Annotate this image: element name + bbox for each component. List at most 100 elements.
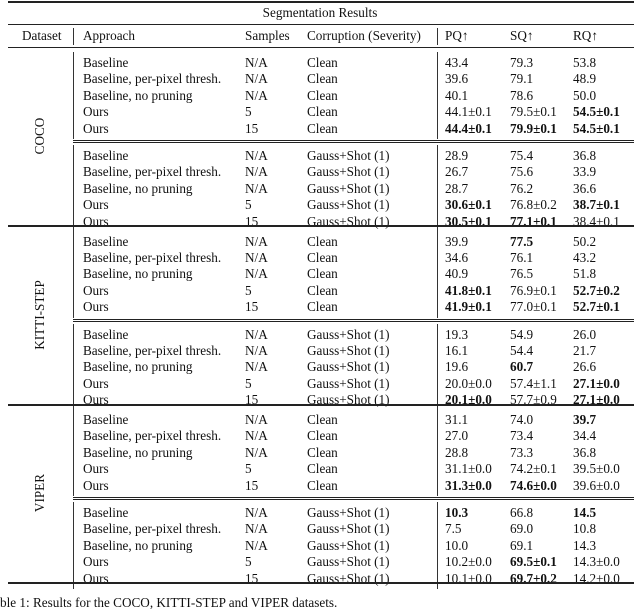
table-cell: 41.9±0.1	[445, 299, 492, 315]
table-cell: 10.1±0.0	[445, 570, 492, 586]
table-cell: 76.2	[510, 180, 534, 196]
dataset-label: COCO	[32, 117, 47, 155]
column-header: SQ↑	[510, 28, 534, 43]
group-separator	[73, 140, 634, 142]
table-cell: Baseline, no pruning	[83, 266, 193, 282]
table-cell: 76.8±0.2	[510, 197, 557, 213]
table-cell: 41.8±0.1	[445, 282, 492, 298]
table-cell: Baseline, per-pixel thresh.	[83, 249, 222, 265]
table-cell: 79.9±0.1	[510, 120, 557, 136]
column-divider	[73, 145, 74, 233]
table-cell: Baseline, per-pixel thresh.	[83, 71, 222, 87]
table-cell: 14.3±0.0	[573, 554, 620, 570]
table-cell: 14.3	[573, 537, 597, 553]
column-header: Approach	[83, 28, 135, 43]
table-cell: 5	[245, 104, 252, 120]
table-cell: Ours	[83, 299, 109, 315]
table-cell: 38.7±0.1	[573, 197, 620, 213]
group-separator	[73, 320, 634, 322]
dataset-rule	[8, 403, 634, 406]
table-cell: 10.2±0.0	[445, 554, 492, 570]
table-cell: Ours	[83, 461, 109, 477]
table-cell: 74.2±0.1	[510, 461, 557, 477]
table-cell: Ours	[83, 282, 109, 298]
table-cell: 5	[245, 461, 252, 477]
table-caption: ble 1: Results for the COCO, KITTI-STEP …	[0, 595, 338, 610]
table-cell: 78.6	[510, 87, 534, 103]
table-cell: 76.5	[510, 266, 534, 282]
table-cell: Ours	[83, 213, 109, 229]
column-divider	[437, 52, 438, 140]
column-divider	[73, 502, 74, 590]
table-cell: 48.9	[573, 71, 597, 87]
column-divider	[437, 145, 438, 233]
group-separator	[73, 142, 634, 144]
dataset-label: KITTI-STEP	[32, 279, 47, 350]
table-cell: 39.6±0.0	[573, 477, 620, 493]
table-cell: Ours	[83, 570, 109, 586]
table-cell: 76.1	[510, 249, 534, 265]
table-cell: 27.1±0.0	[573, 392, 620, 408]
table-cell: 77.5	[510, 233, 534, 249]
table-cell: Clean	[307, 477, 338, 493]
table-cell: 52.7±0.2	[573, 282, 620, 298]
table-cell: Baseline	[83, 326, 129, 342]
table-cell: N/A	[245, 164, 268, 180]
table-cell: Gauss+Shot (1)	[307, 359, 390, 375]
table-cell: 26.7	[445, 164, 469, 180]
dataset-label: VIPER	[32, 473, 47, 513]
table-cell: 7.5	[445, 521, 462, 537]
table-cell: N/A	[245, 55, 268, 70]
table-cell: 10.8	[573, 521, 597, 537]
table-cell: Clean	[307, 266, 338, 282]
table-cell: 16.1	[445, 342, 469, 358]
table-cell: N/A	[245, 359, 268, 375]
table-cell: 60.7	[510, 359, 534, 375]
table-cell: N/A	[245, 87, 268, 103]
table-cell: 74.0	[510, 412, 534, 427]
table-cell: Baseline, per-pixel thresh.	[83, 164, 222, 180]
table-cell: 26.6	[573, 359, 597, 375]
table-cell: 20.0±0.0	[445, 375, 492, 391]
table-cell: 76.9±0.1	[510, 282, 557, 298]
group-separator	[73, 318, 634, 320]
table-cell: N/A	[245, 148, 268, 163]
table-cell: Clean	[307, 461, 338, 477]
table-cell: Clean	[307, 249, 338, 265]
table-cell: 5	[245, 282, 252, 298]
table-cell: Ours	[83, 554, 109, 570]
column-header: Samples	[245, 28, 290, 43]
table-cell: 69.0	[510, 521, 534, 537]
table-cell: Ours	[83, 477, 109, 493]
table-cell: N/A	[245, 505, 268, 520]
table-cell: 33.9	[573, 164, 597, 180]
table-cell: 75.4	[510, 148, 534, 163]
table-cell: Baseline	[83, 412, 129, 427]
table-cell: 54.4	[510, 342, 534, 358]
table-cell: Ours	[83, 375, 109, 391]
group-separator	[73, 499, 634, 501]
table-cell: N/A	[245, 233, 268, 249]
table-cell: 27.0	[445, 428, 469, 444]
top-rule	[8, 1, 634, 3]
column-divider	[437, 502, 438, 590]
table-cell: 69.7±0.2	[510, 570, 557, 586]
table-cell: Baseline	[83, 233, 129, 249]
table-cell: Gauss+Shot (1)	[307, 148, 390, 163]
table-cell: 36.8	[573, 444, 597, 460]
table-cell: 34.4	[573, 428, 597, 444]
table-cell: N/A	[245, 326, 268, 342]
table-cell: N/A	[245, 412, 268, 427]
table-cell: Clean	[307, 71, 338, 87]
table-cell: N/A	[245, 71, 268, 87]
column-header: RQ↑	[573, 28, 598, 43]
table-cell: Gauss+Shot (1)	[307, 505, 390, 520]
table-cell: 36.8	[573, 148, 597, 163]
table-cell: Baseline, no pruning	[83, 180, 193, 196]
table-cell: 20.1±0.0	[445, 392, 492, 408]
group-separator	[73, 497, 634, 499]
table-title: Segmentation Results	[262, 5, 378, 20]
table-cell: 21.7	[573, 342, 597, 358]
table-cell: Baseline, per-pixel thresh.	[83, 428, 222, 444]
table-cell: 14.2±0.0	[573, 570, 620, 586]
